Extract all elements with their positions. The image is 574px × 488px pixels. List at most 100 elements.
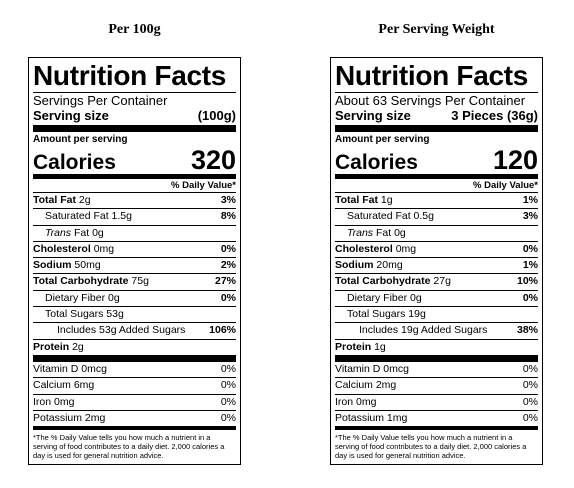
medium-divider: [33, 426, 236, 431]
nutrient-amount: 1g: [374, 340, 386, 353]
nutrient-name: Calcium 6mg: [33, 379, 95, 392]
nutrient-name: Protein: [33, 340, 70, 353]
serving-size-label: Serving size: [335, 108, 411, 123]
serving-size-label: Serving size: [33, 108, 109, 123]
iron-row: Iron 0mg 0%: [335, 393, 538, 410]
nutrient-pct: 0%: [220, 242, 236, 255]
vitamin-d-row: Vitamin D 0mcg 0%: [33, 362, 236, 377]
nutrient-name: Sodium: [335, 259, 374, 272]
nutrient-pct: 106%: [209, 324, 236, 337]
potassium-row: Potassium 1mg 0%: [335, 409, 538, 426]
thick-divider: [33, 125, 236, 132]
amount-per-serving: Amount per serving: [335, 134, 430, 145]
nutrient-pct: 10%: [516, 275, 538, 288]
nutrient-name: Dietary Fiber 0g: [347, 291, 422, 304]
nutrient-pct: 0%: [220, 362, 236, 375]
iron-row: Iron 0mg 0%: [33, 393, 236, 410]
nutrient-name: Iron 0mg: [33, 395, 75, 408]
nutrient-name: Total Sugars 53g: [45, 308, 124, 321]
nutrient-name: Calcium 2mg: [335, 379, 397, 392]
nutrient-pct: 1%: [522, 259, 538, 272]
saturated-fat-row: Saturated Fat 0.5g 3%: [335, 208, 538, 224]
divider: [33, 92, 236, 93]
nutrient-name: Potassium 1mg: [335, 411, 408, 424]
saturated-fat-row: Saturated Fat 1.5g 8%: [33, 208, 236, 224]
nutrient-amount: 0mg: [93, 242, 115, 255]
nutrient-amount: 20mg: [376, 259, 403, 272]
potassium-row: Potassium 2mg 0%: [33, 409, 236, 426]
dietary-fiber-row: Dietary Fiber 0g 0%: [33, 289, 236, 306]
nutrient-name: Trans: [347, 226, 374, 239]
calories-value: 120: [492, 145, 538, 175]
label-title: Nutrition Facts: [335, 60, 529, 91]
servings-per-container: Servings Per Container: [33, 93, 168, 108]
calories-label: Calories: [335, 151, 418, 174]
nutrient-name: Vitamin D 0mcg: [33, 362, 107, 375]
nutrient-pct: 3%: [522, 210, 538, 223]
dietary-fiber-row: Dietary Fiber 0g 0%: [335, 289, 538, 306]
nutrient-amount: 27g: [433, 275, 451, 288]
total-fat-row: Total Fat 2g 3%: [33, 192, 236, 208]
medium-divider: [33, 174, 236, 178]
calories-row: Calories 120: [335, 146, 538, 174]
total-sugars-row: Total Sugars 53g: [33, 306, 236, 322]
calories-label: Calories: [33, 151, 116, 174]
label-title: Nutrition Facts: [33, 60, 227, 91]
nutrient-pct: 0%: [522, 291, 538, 304]
calcium-row: Calcium 6mg 0%: [33, 377, 236, 393]
servings-per-container: About 63 Servings Per Container: [335, 93, 526, 108]
cholesterol-row: Cholesterol 0mg 0%: [33, 240, 236, 257]
nutrient-pct: 2%: [220, 259, 236, 272]
nutrient-name: Potassium 2mg: [33, 411, 106, 424]
nutrient-pct: 8%: [220, 210, 236, 223]
nutrient-name: Iron 0mg: [335, 395, 377, 408]
footnote: *The % Daily Value tells you how much a …: [335, 433, 527, 461]
column-heading: Per 100g: [108, 22, 161, 37]
nutrition-facts-label-1: Nutrition Facts Servings Per Container S…: [28, 57, 241, 466]
vitamin-d-row: Vitamin D 0mcg 0%: [335, 362, 538, 377]
nutrient-name: Includes 53g Added Sugars: [57, 324, 186, 337]
trans-fat-row: Trans Fat 0g: [33, 224, 236, 241]
medium-divider: [335, 174, 538, 178]
calories-value: 320: [190, 145, 236, 175]
cholesterol-row: Cholesterol 0mg 0%: [335, 240, 538, 257]
nutrient-pct: 27%: [214, 275, 236, 288]
nutrient-pct: 1%: [522, 194, 538, 206]
nutrient-amount: 0mg: [395, 242, 417, 255]
nutrient-pct: 0%: [522, 379, 538, 392]
nutrient-pct: 0%: [220, 411, 236, 424]
nutrient-pct: 0%: [522, 242, 538, 255]
nutrient-name: Trans: [45, 226, 72, 239]
column-heading: Per Serving Weight: [378, 22, 495, 37]
nutrient-pct: 0%: [522, 362, 538, 375]
nutrient-name: Total Fat: [335, 194, 378, 206]
thick-divider: [33, 354, 236, 362]
thick-divider: [335, 354, 538, 362]
divider: [335, 92, 538, 93]
daily-value-header: % Daily Value*: [335, 178, 538, 192]
nutrient-name: Saturated Fat 1.5g: [45, 210, 132, 223]
trans-fat-row: Trans Fat 0g: [335, 224, 538, 241]
serving-size-value: 3 Pieces (36g): [451, 108, 538, 123]
nutrient-pct: 0%: [220, 395, 236, 408]
amount-per-serving: Amount per serving: [33, 134, 128, 145]
nutrient-pct: 0%: [522, 395, 538, 408]
added-sugars-row: Includes 19g Added Sugars 38%: [335, 322, 538, 338]
nutrient-pct: 0%: [220, 379, 236, 392]
nutrient-name: Vitamin D 0mcg: [335, 362, 409, 375]
nutrient-name: Total Carbohydrate: [33, 275, 129, 288]
medium-divider: [335, 426, 538, 431]
nutrient-name: Cholesterol: [33, 242, 91, 255]
sodium-row: Sodium 50mg 2%: [33, 257, 236, 273]
nutrient-amount: 50mg: [74, 259, 101, 272]
calcium-row: Calcium 2mg 0%: [335, 377, 538, 393]
nutrient-name: Includes 19g Added Sugars: [359, 324, 488, 337]
nutrient-name: Sodium: [33, 259, 72, 272]
nutrient-amount: Fat 0g: [73, 226, 104, 239]
protein-row: Protein 2g: [33, 338, 236, 355]
nutrient-name: Total Carbohydrate: [335, 275, 431, 288]
nutrient-amount: Fat 0g: [375, 226, 406, 239]
total-carbohydrate-row: Total Carbohydrate 75g 27%: [33, 273, 236, 289]
nutrient-name: Cholesterol: [335, 242, 393, 255]
sodium-row: Sodium 20mg 1%: [335, 257, 538, 273]
